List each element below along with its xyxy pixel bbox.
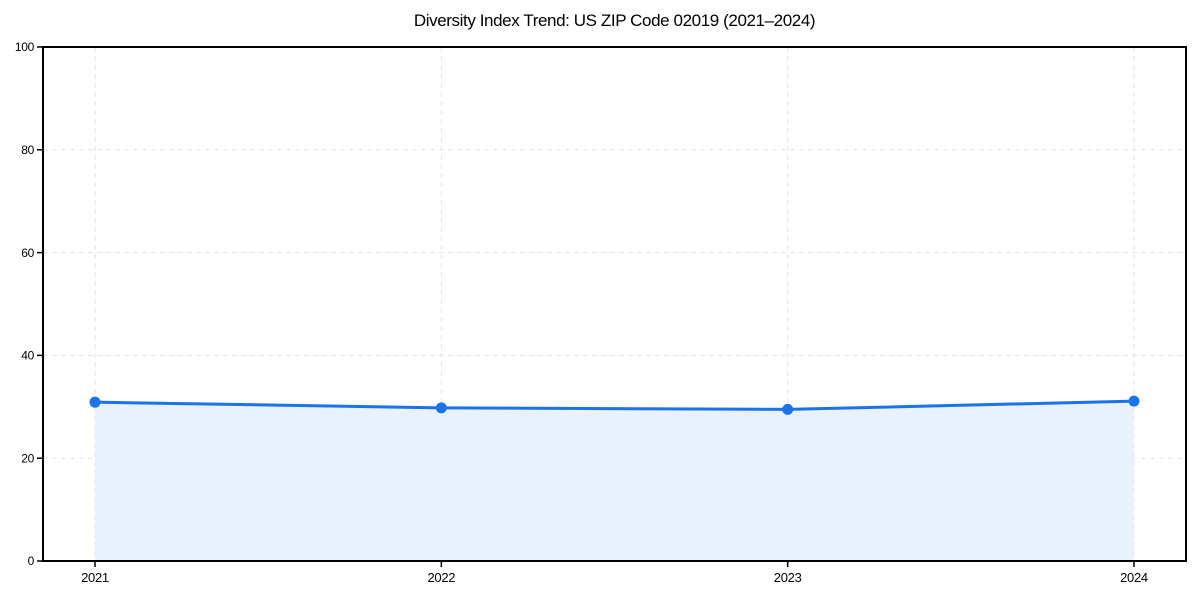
chart-title: Diversity Index Trend: US ZIP Code 02019…	[413, 11, 816, 30]
trend-line	[93, 399, 1136, 411]
x-tick-label: 2023	[774, 570, 802, 585]
x-tick-label: 2021	[81, 570, 109, 585]
y-tick-label: 60	[21, 246, 34, 260]
y-tick-label: 20	[21, 451, 34, 465]
y-tick-label: 100	[15, 40, 35, 54]
y-tick-label: 40	[21, 349, 34, 363]
y-tick-label: 80	[21, 143, 34, 157]
data-point-2024	[1128, 395, 1140, 407]
x-tick-label: 2024	[1120, 570, 1148, 585]
y-tick-label: 0	[28, 554, 35, 568]
data-point-2021	[89, 396, 101, 408]
data-point-2023	[782, 403, 794, 415]
x-tick-label: 2022	[427, 570, 455, 585]
area-fill	[95, 401, 1134, 561]
data-point-2022	[435, 402, 447, 414]
plot-frame	[42, 46, 1187, 562]
